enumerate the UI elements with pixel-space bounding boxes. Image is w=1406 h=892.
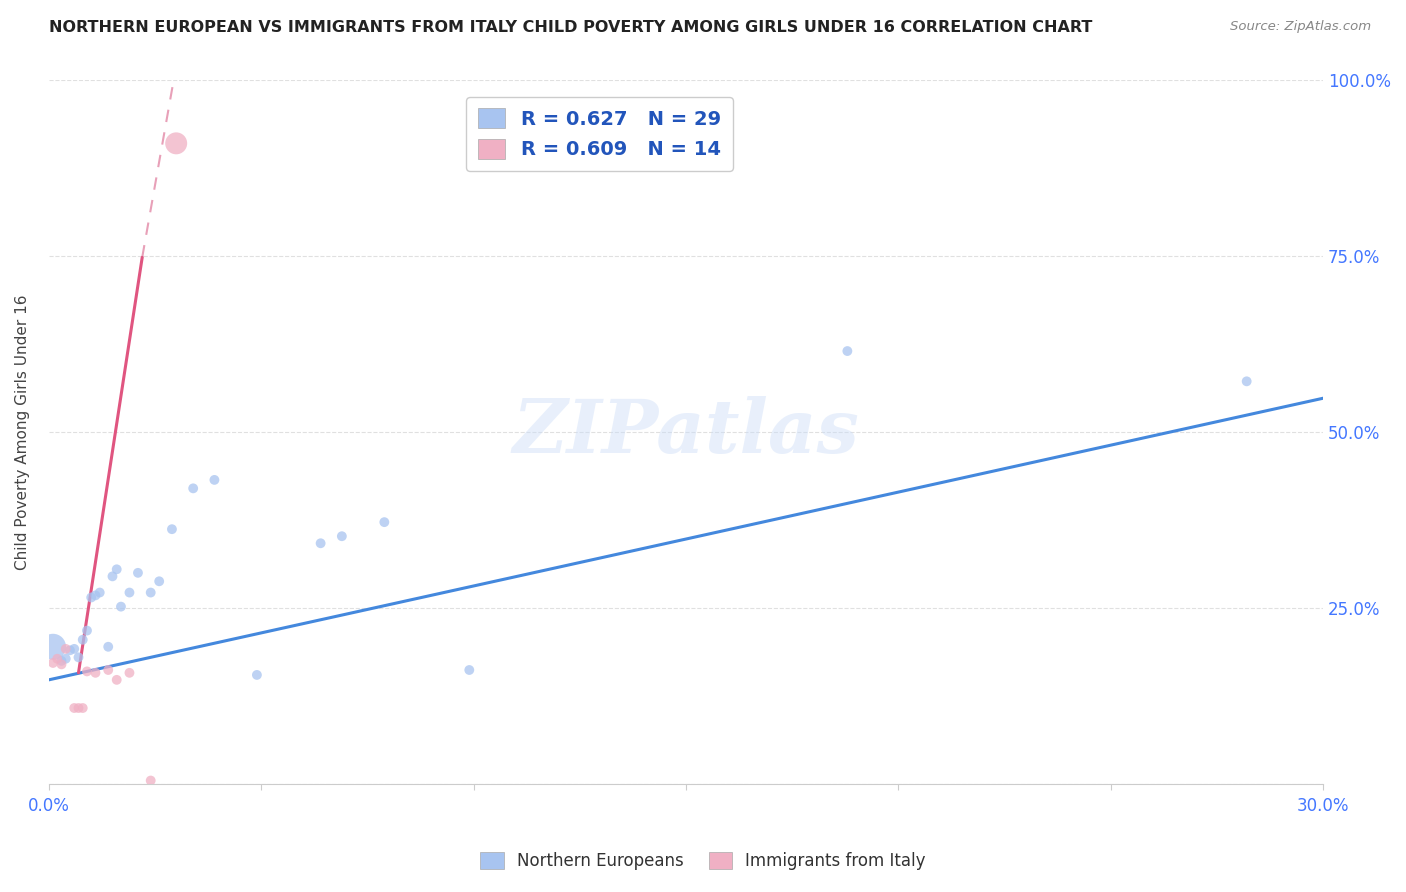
Point (76, 665, 98, 679)
Point (458, 663, 481, 677)
Point (46, 651, 69, 665)
Point (160, 522, 183, 536)
Point (84, 665, 107, 680)
Point (148, 574, 170, 589)
Point (67, 650, 90, 665)
Point (97, 640, 120, 654)
Point (59, 643, 82, 657)
Point (51, 654, 73, 668)
Point (330, 529, 353, 543)
Point (84, 588, 107, 602)
Point (72, 632, 94, 647)
Point (80, 591, 103, 605)
Text: NORTHERN EUROPEAN VS IMMIGRANTS FROM ITALY CHILD POVERTY AMONG GIRLS UNDER 16 CO: NORTHERN EUROPEAN VS IMMIGRANTS FROM ITA… (49, 20, 1092, 35)
Point (63, 701, 86, 715)
Point (204, 473, 226, 487)
Point (76, 624, 98, 638)
Point (139, 585, 162, 599)
Point (309, 536, 332, 550)
Point (67, 701, 90, 715)
Point (1236, 374, 1258, 388)
Point (837, 344, 859, 359)
Point (97, 663, 120, 677)
Point (72, 701, 94, 715)
Point (89, 585, 111, 599)
Point (246, 668, 269, 682)
Point (110, 599, 132, 614)
Point (165, 136, 187, 151)
Point (63, 641, 86, 656)
Text: ZIPatlas: ZIPatlas (513, 396, 859, 468)
Point (55, 641, 77, 656)
Point (181, 481, 204, 495)
Point (55, 651, 77, 665)
Legend: Northern Europeans, Immigrants from Italy: Northern Europeans, Immigrants from Ital… (474, 845, 932, 877)
Text: Source: ZipAtlas.com: Source: ZipAtlas.com (1230, 20, 1371, 33)
Point (118, 585, 141, 599)
Point (51, 657, 73, 672)
Point (42, 640, 65, 654)
Point (373, 515, 395, 529)
Point (118, 665, 141, 680)
Point (127, 566, 149, 580)
Y-axis label: Child Poverty Among Girls Under 16: Child Poverty Among Girls Under 16 (15, 294, 30, 570)
Point (42, 656, 65, 670)
Legend: R = 0.627   N = 29, R = 0.609   N = 14: R = 0.627 N = 29, R = 0.609 N = 14 (467, 96, 733, 171)
Point (139, 773, 162, 788)
Point (105, 673, 128, 687)
Point (101, 569, 124, 583)
Point (105, 562, 128, 576)
